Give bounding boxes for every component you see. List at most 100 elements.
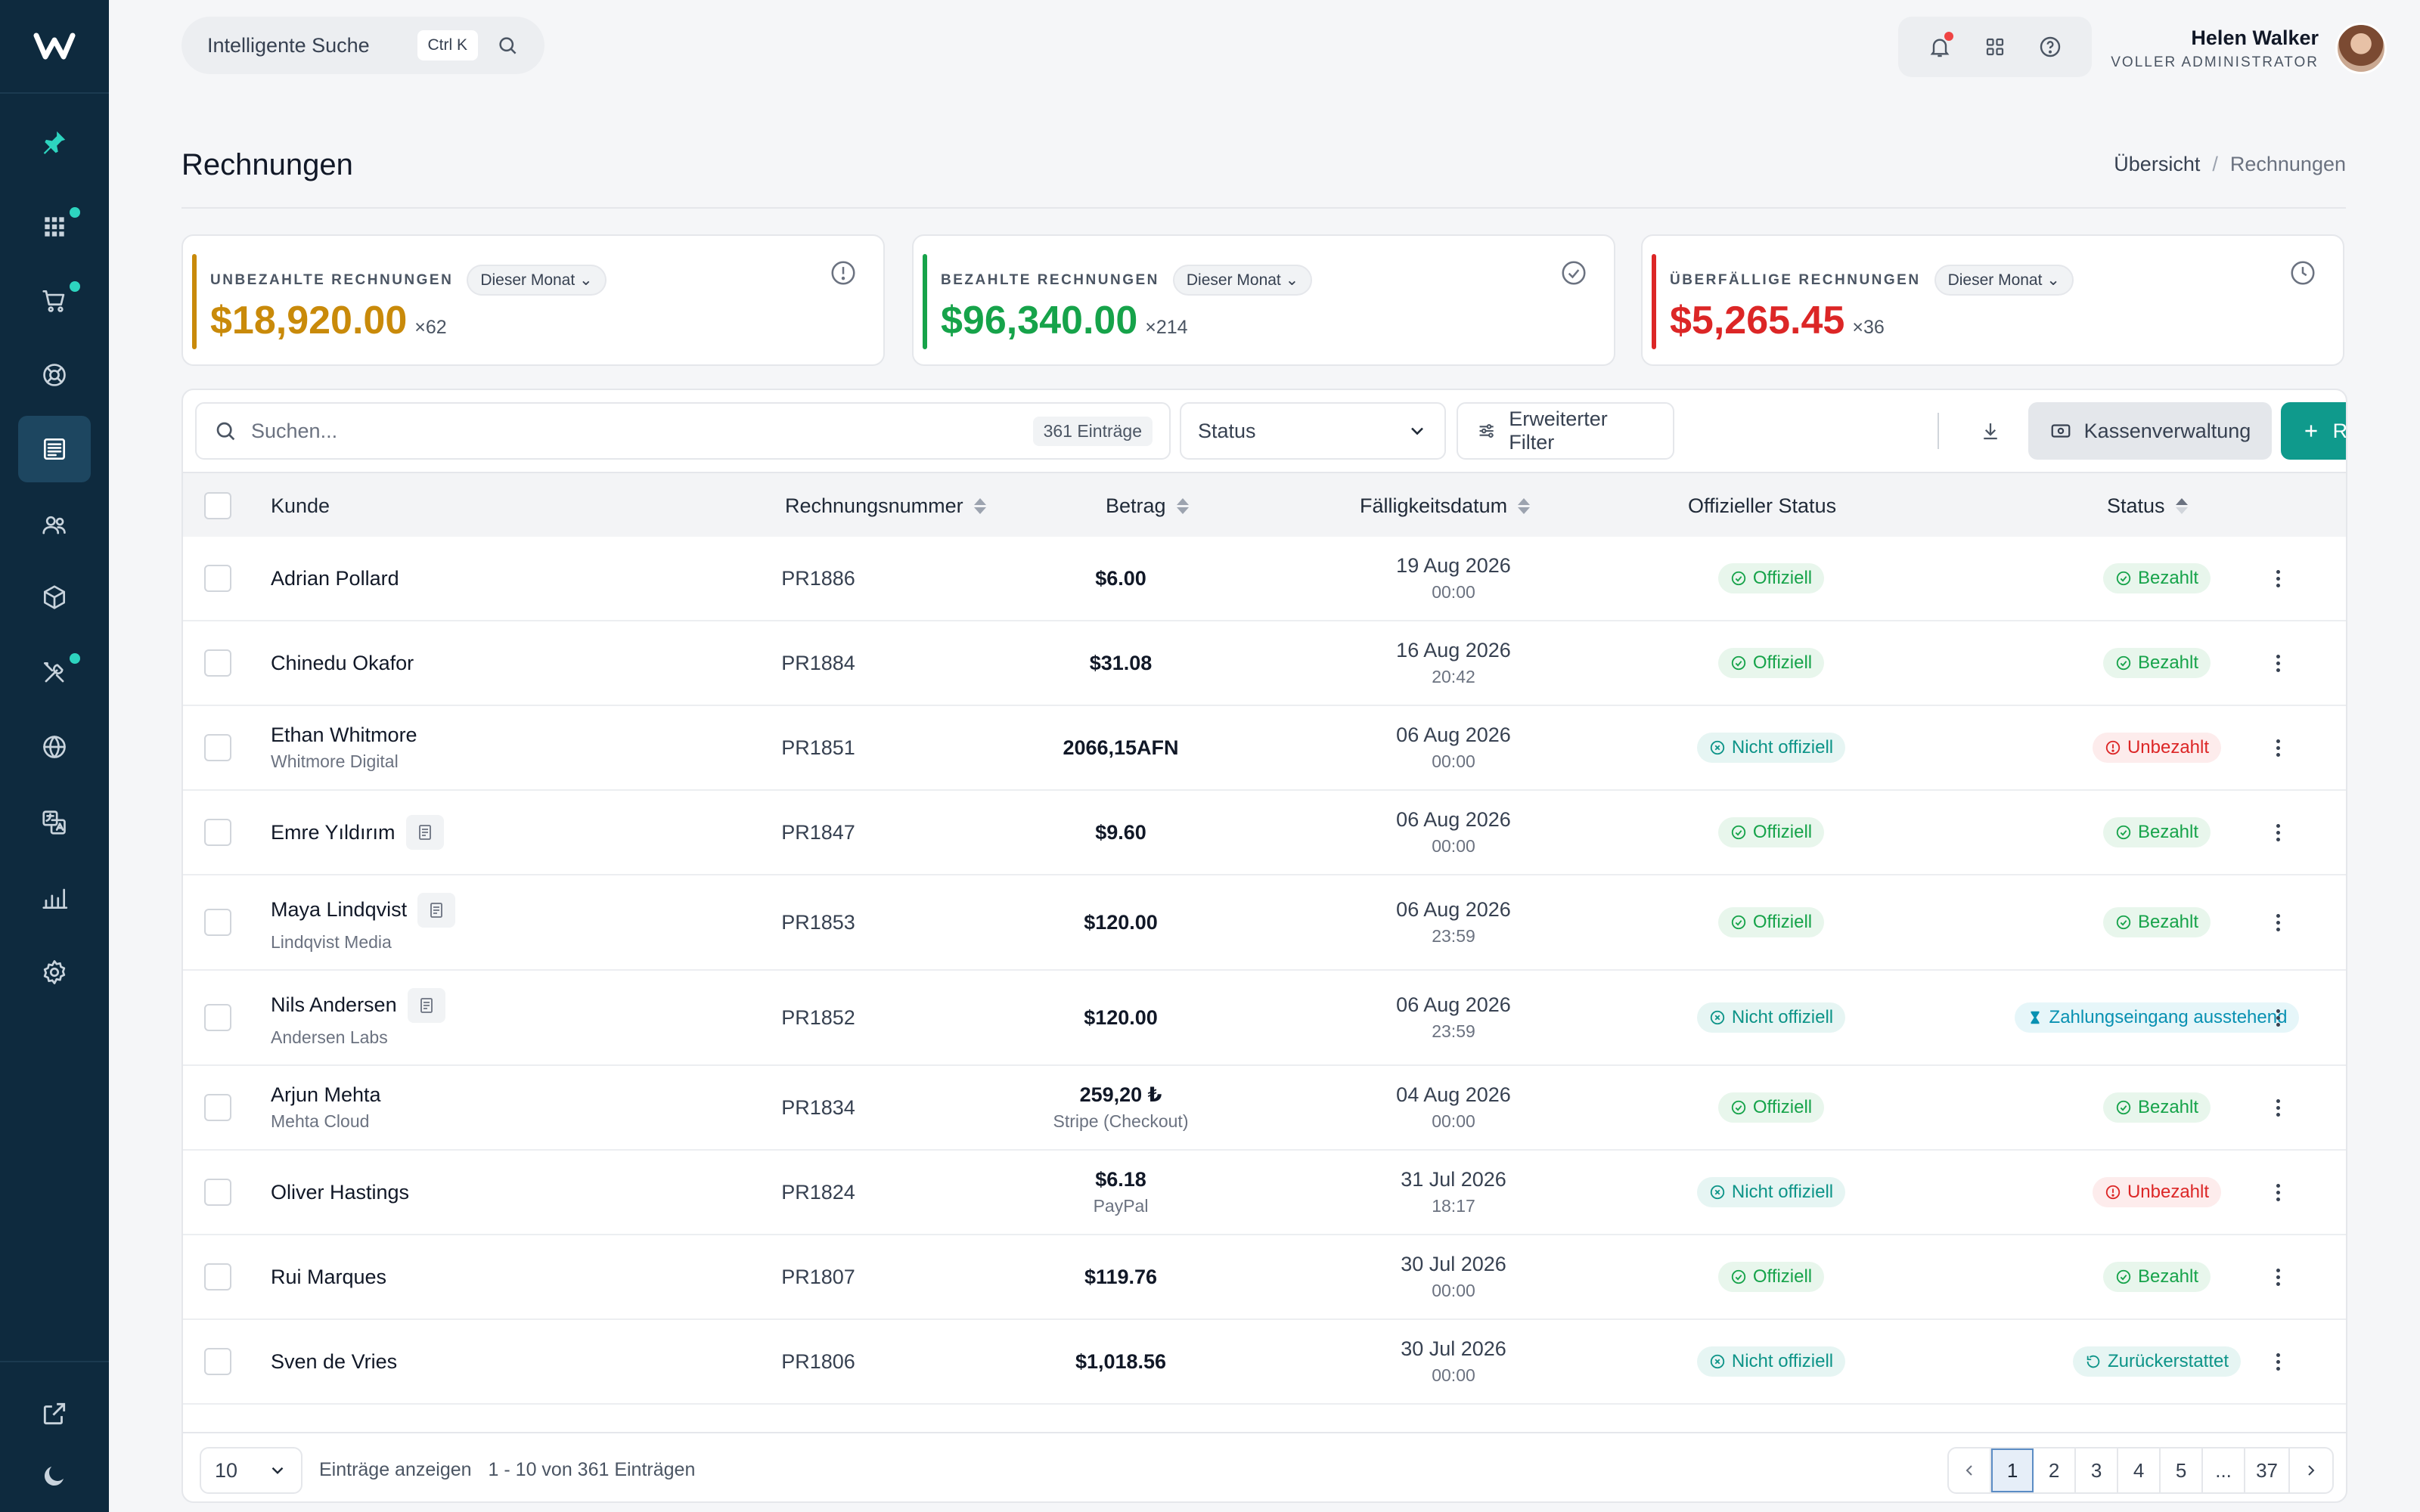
period-select[interactable]: Dieser Monat ⌄ bbox=[467, 265, 607, 296]
period-select[interactable]: Dieser Monat ⌄ bbox=[1934, 265, 2074, 296]
sidebar-item-invoice[interactable] bbox=[18, 416, 91, 482]
invoice-number[interactable]: PR1834 bbox=[781, 1095, 855, 1119]
table-row[interactable]: Oliver Hastings PR1824 $6.18 PayPal 31 Jul 2… bbox=[183, 1151, 2346, 1235]
cash-management-button[interactable]: Kassenverwaltung bbox=[2028, 402, 2272, 460]
page-button[interactable]: 1 bbox=[1991, 1448, 2034, 1492]
official-status-badge: Nicht offiziell bbox=[1696, 733, 1846, 763]
col-amount[interactable]: Betrag bbox=[1106, 473, 1189, 538]
invoice-number[interactable]: PR1851 bbox=[781, 736, 855, 759]
row-checkbox[interactable] bbox=[204, 565, 231, 592]
customer-name[interactable]: Ethan Whitmore bbox=[271, 723, 417, 746]
select-all-checkbox[interactable] bbox=[204, 473, 231, 538]
row-checkbox[interactable] bbox=[204, 1348, 231, 1375]
sidebar-item-grid[interactable] bbox=[18, 194, 91, 260]
next-page-button[interactable] bbox=[2290, 1448, 2332, 1492]
row-checkbox[interactable] bbox=[204, 1263, 231, 1290]
col-invoice-number[interactable]: Rechnungsnummer bbox=[785, 473, 986, 538]
row-menu-icon[interactable] bbox=[2276, 1183, 2280, 1201]
invoice-number[interactable]: PR1852 bbox=[781, 1005, 855, 1029]
row-menu-icon[interactable] bbox=[2276, 654, 2280, 672]
page-size-select[interactable]: 10 bbox=[200, 1447, 302, 1494]
row-menu-icon[interactable] bbox=[2276, 739, 2280, 757]
sidebar-item-gear[interactable] bbox=[18, 939, 91, 1005]
customer-name[interactable]: Oliver Hastings bbox=[271, 1180, 410, 1204]
row-checkbox[interactable] bbox=[204, 1094, 231, 1121]
sidebar-item-box[interactable] bbox=[18, 564, 91, 631]
customer-name[interactable]: Rui Marques bbox=[271, 1265, 387, 1288]
table-search-input[interactable]: Suchen... 361 Einträge bbox=[195, 402, 1171, 460]
sidebar-item-globe[interactable] bbox=[18, 714, 91, 780]
table-row[interactable]: Sven de Vries PR1806 $1,018.56 30 Jul 2026 0… bbox=[183, 1320, 2346, 1405]
document-icon[interactable] bbox=[417, 892, 456, 928]
row-menu-icon[interactable] bbox=[2276, 569, 2280, 587]
invoice-number[interactable]: PR1886 bbox=[781, 566, 855, 590]
table-row[interactable]: Ethan Whitmore Whitmore Digital PR1851 2066… bbox=[183, 706, 2346, 791]
row-menu-icon[interactable] bbox=[2276, 913, 2280, 931]
table-row[interactable]: Adrian Pollard PR1886 $6.00 19 Aug 2026 00:0… bbox=[183, 537, 2346, 621]
table-row[interactable]: Chinedu Okafor PR1884 $31.08 16 Aug 2026 20:… bbox=[183, 621, 2346, 706]
sort-icon bbox=[1518, 497, 1531, 514]
page-button[interactable]: 37 bbox=[2245, 1448, 2290, 1492]
invoice-number[interactable]: PR1847 bbox=[781, 820, 855, 844]
advanced-filter-button[interactable]: Erweiterter Filter bbox=[1457, 402, 1674, 460]
customer-name[interactable]: Nils Andersen bbox=[271, 993, 397, 1016]
status-select[interactable]: Status bbox=[1180, 402, 1446, 460]
customer-name[interactable]: Arjun Mehta bbox=[271, 1083, 381, 1106]
row-checkbox[interactable] bbox=[204, 649, 231, 677]
create-invoice-button[interactable]: Rechnung erstellen bbox=[2281, 402, 2346, 460]
external-link-icon[interactable] bbox=[18, 1380, 91, 1447]
invoice-number[interactable]: PR1806 bbox=[781, 1349, 855, 1373]
table-row[interactable]: Rui Marques PR1807 $119.76 30 Jul 2026 00:00… bbox=[183, 1235, 2346, 1320]
customer-name[interactable]: Emre Yıldırım bbox=[271, 820, 396, 844]
table-row[interactable]: Arjun Mehta Mehta Cloud PR1834 259,20 ₺ Stri… bbox=[183, 1066, 2346, 1151]
customer-name[interactable]: Chinedu Okafor bbox=[271, 651, 414, 674]
row-menu-icon[interactable] bbox=[2276, 1098, 2280, 1117]
row-checkbox[interactable] bbox=[204, 1004, 231, 1031]
app-logo[interactable] bbox=[0, 0, 109, 94]
table-row[interactable]: Maya Lindqvist Lindqvist Media PR1853 $120.… bbox=[183, 875, 2346, 971]
col-due-date[interactable]: Fälligkeitsdatum bbox=[1360, 473, 1531, 538]
sidebar-item-chart[interactable] bbox=[18, 865, 91, 931]
sidebar-item-translate[interactable] bbox=[18, 789, 91, 856]
sidebar-item-cart[interactable] bbox=[18, 268, 91, 334]
user-menu[interactable]: Helen Walker VOLLER ADMINISTRATOR bbox=[2111, 23, 2387, 74]
table-row[interactable]: Nils Andersen Andersen Labs PR1852 $120.00 0… bbox=[183, 971, 2346, 1066]
document-icon[interactable] bbox=[407, 987, 445, 1023]
page-button[interactable]: 5 bbox=[2161, 1448, 2204, 1492]
row-menu-icon[interactable] bbox=[2276, 1352, 2280, 1371]
sidebar-item-lifebuoy[interactable] bbox=[18, 342, 91, 408]
download-button[interactable] bbox=[1962, 402, 2019, 460]
row-menu-icon[interactable] bbox=[2276, 1009, 2280, 1027]
help-icon[interactable] bbox=[2032, 29, 2068, 65]
table-row[interactable]: Emre Yıldırım PR1847 $9.60 06 Aug 2026 00:00… bbox=[183, 791, 2346, 875]
smart-search[interactable]: Intelligente Suche Ctrl K bbox=[182, 17, 544, 74]
row-menu-icon[interactable] bbox=[2276, 823, 2280, 841]
breadcrumb-home[interactable]: Übersicht bbox=[2114, 153, 2201, 175]
customer-name[interactable]: Adrian Pollard bbox=[271, 566, 399, 590]
page-button[interactable]: 3 bbox=[2076, 1448, 2119, 1492]
row-checkbox[interactable] bbox=[204, 909, 231, 936]
invoice-number[interactable]: PR1853 bbox=[781, 910, 855, 934]
invoice-number[interactable]: PR1884 bbox=[781, 651, 855, 674]
invoice-number[interactable]: PR1824 bbox=[781, 1180, 855, 1204]
page-button[interactable]: 2 bbox=[2034, 1448, 2077, 1492]
invoice-number[interactable]: PR1807 bbox=[781, 1265, 855, 1288]
row-menu-icon[interactable] bbox=[2276, 1268, 2280, 1286]
customer-name[interactable]: Sven de Vries bbox=[271, 1349, 398, 1373]
prev-page-button[interactable] bbox=[1949, 1448, 1992, 1492]
moon-icon[interactable] bbox=[18, 1442, 91, 1509]
row-checkbox[interactable] bbox=[204, 819, 231, 846]
bell-icon[interactable] bbox=[1922, 29, 1958, 65]
sidebar-item-tools[interactable] bbox=[18, 640, 91, 706]
customer-name[interactable]: Maya Lindqvist bbox=[271, 898, 408, 921]
document-icon[interactable] bbox=[405, 815, 444, 850]
col-status[interactable]: Status bbox=[2107, 473, 2188, 538]
page-button[interactable]: 4 bbox=[2118, 1448, 2161, 1492]
period-select[interactable]: Dieser Monat ⌄ bbox=[1172, 265, 1313, 296]
avatar[interactable] bbox=[2335, 23, 2387, 74]
sidebar-item-users[interactable] bbox=[18, 491, 91, 558]
row-checkbox[interactable] bbox=[204, 1179, 231, 1206]
row-checkbox[interactable] bbox=[204, 734, 231, 761]
apps-grid-icon[interactable] bbox=[1977, 29, 2013, 65]
sidebar-item-pin[interactable] bbox=[18, 109, 91, 175]
